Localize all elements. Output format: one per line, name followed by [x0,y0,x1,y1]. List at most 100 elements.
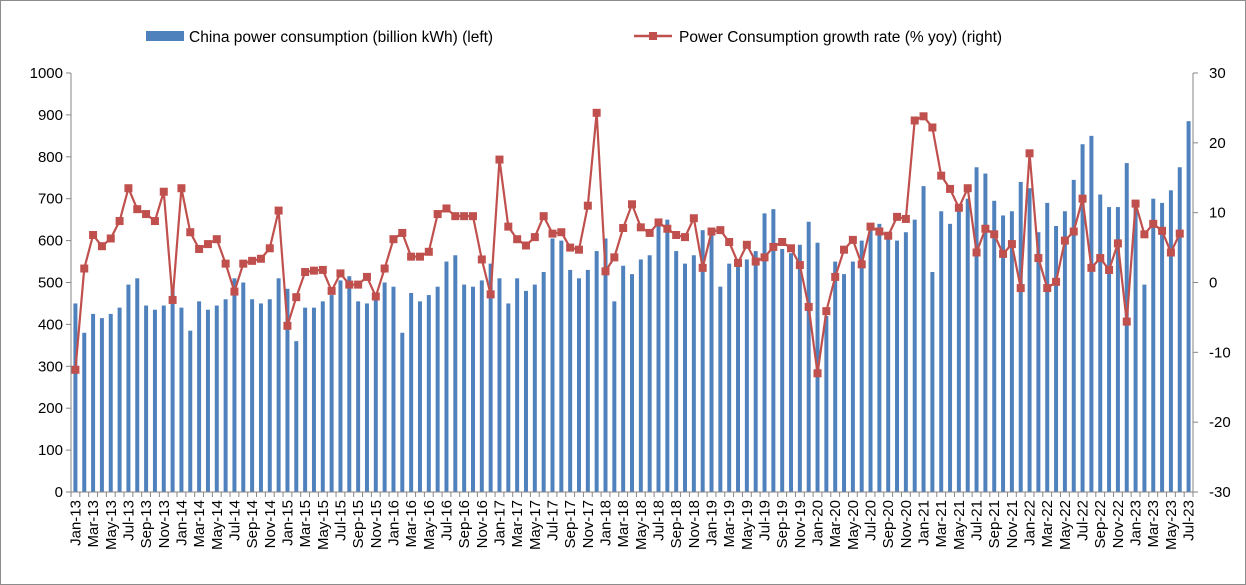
x-axis-tick-label: Jul-16 [438,500,455,541]
bar [956,211,961,492]
bar [612,301,617,492]
growth-rate-point [698,263,707,272]
growth-rate-point [963,184,972,193]
growth-rate-point [583,201,592,210]
bar [903,232,908,492]
bar [992,200,997,493]
left-axis-tick-label: 1000 [30,65,63,82]
bar [488,263,493,492]
growth-rate-point [893,212,902,221]
x-axis-tick-label: Mar-18 [615,500,632,548]
growth-rate-point [362,272,371,281]
x-axis-tick-label: May-19 [739,500,756,550]
growth-rate-point [1096,254,1105,263]
growth-rate-point [919,112,928,121]
x-axis-tick-label: Sep-15 [350,500,367,548]
x-axis-tick-label: Nov-20 [898,500,915,548]
bar [435,286,440,492]
x-axis-tick-label: Sep-16 [456,500,473,548]
x-axis-tick-label: Jul-17 [544,500,561,541]
x-axis-tick-label: Nov-21 [1004,500,1021,548]
growth-rate-point [725,238,734,246]
x-axis-tick-label: Mar-19 [721,500,738,548]
x-axis-tick-label: Mar-15 [297,500,314,548]
growth-rate-point [628,200,636,209]
bar [1160,202,1165,492]
bar [1045,202,1050,492]
x-axis-tick-label: May-22 [1057,500,1074,550]
growth-rate-point [884,231,893,240]
x-axis-tick-label: Nov-15 [368,500,385,548]
x-axis-tick-label: Mar-13 [85,500,102,548]
bar [497,278,502,492]
growth-rate-point [71,365,80,374]
bar [630,274,634,492]
bar [99,318,104,492]
x-axis-tick-label: Jul-20 [863,500,880,541]
growth-rate-point [866,222,875,231]
bar [541,272,546,492]
bar [91,313,96,492]
growth-rate-point [840,245,849,254]
bar [117,307,122,492]
bar [197,301,202,492]
bar [347,276,352,492]
growth-rate-point [795,261,804,270]
bar [577,278,581,492]
bar [506,303,511,492]
bar [479,280,484,492]
x-axis-tick-label: Jul-19 [757,500,774,541]
growth-rate-point [742,240,751,249]
growth-rate-point [1158,226,1167,235]
growth-rate-point [477,255,486,264]
growth-rate-point [415,252,424,261]
x-axis-tick-label: May-23 [1163,500,1180,550]
right-axis-tick-label: 20 [1209,135,1226,152]
bar [1115,207,1120,492]
growth-rate-point [1131,199,1140,208]
growth-rate-point [672,231,681,240]
bar [294,341,299,492]
growth-rate-point [106,234,115,243]
growth-rate-point [407,252,416,261]
x-axis-tick-label: May-17 [527,500,544,550]
growth-rate-point [283,321,292,330]
growth-rate-point [813,369,822,378]
growth-rate-point [592,108,601,117]
growth-rate-point [398,228,407,237]
growth-rate-point [80,264,89,273]
growth-rate-point [212,235,221,244]
x-axis-tick-label: May-20 [845,500,862,550]
x-axis-tick-label: Mar-23 [1145,500,1162,548]
bar [462,284,467,492]
x-axis-tick-label: May-14 [209,500,226,550]
growth-rate-point [433,210,442,219]
bar [771,209,776,493]
bar [824,316,829,492]
x-axis-tick-label: May-13 [103,500,120,550]
bar [135,278,140,492]
x-axis-tick-label: Jan-17 [491,500,508,546]
growth-rate-point [1078,194,1087,203]
growth-rate-point [186,228,195,237]
bar [709,234,714,492]
bar [638,259,643,492]
bar [470,286,475,492]
bar [250,299,255,492]
growth-rate-point [654,218,663,227]
bar [338,280,343,492]
x-axis-tick-label: Sep-14 [244,500,261,548]
growth-rate-point [574,245,583,254]
growth-rate-point [857,260,866,269]
left-axis-tick-label: 900 [38,107,63,124]
growth-rate-point [97,242,106,251]
bar [426,295,431,492]
left-axis-tick-label: 200 [38,400,63,417]
bar [241,282,246,492]
growth-rate-point [424,247,433,256]
bar [806,221,811,492]
right-axis-tick-label: 10 [1209,205,1226,222]
bar [1001,215,1006,492]
growth-rate-point [504,222,513,231]
